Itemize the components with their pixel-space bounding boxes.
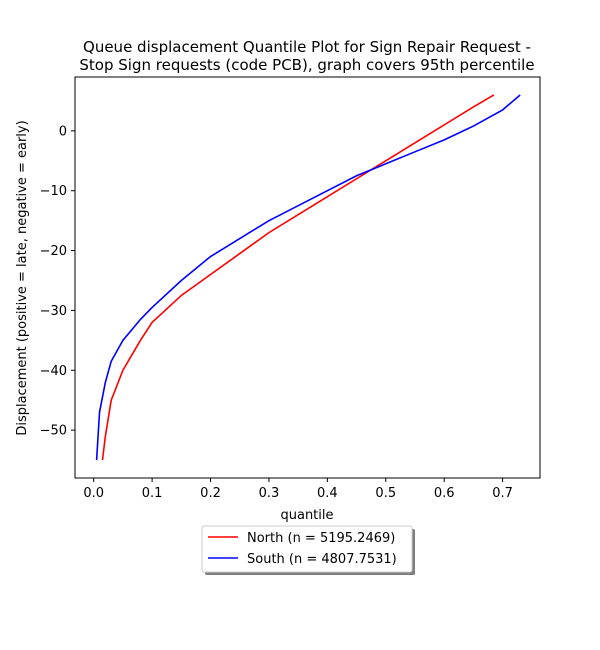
plot-area: 0.0 0.1 0.2 0.3 0.4 0.5 0.6 0.7 −50 −40 −30 −20 −10 0 [40,76,541,501]
axes-frame [74,76,541,479]
series-line-north [101,94,495,461]
x-tick-label: 0.4 [317,486,338,501]
y-tick-label: 0 [59,124,67,139]
x-tick-label: 0.6 [434,486,455,501]
x-tick-label: 0.0 [83,486,104,501]
x-tick-label: 0.1 [142,486,163,501]
x-tick-label: 0.2 [200,486,221,501]
y-tick-label: −40 [40,364,67,379]
legend-label-south: South (n = 4807.7531) [247,552,397,567]
y-tick-label: −30 [40,304,67,319]
y-tick-label: −10 [40,184,67,199]
legend: North (n = 5195.2469) South (n = 4807.75… [201,525,415,575]
legend-label-north: North (n = 5195.2469) [247,531,395,546]
x-tick-label: 0.3 [259,486,280,501]
chart-title-line2: Stop Sign requests (code PCB), graph cov… [79,56,534,74]
x-axis-label: quantile [280,508,333,523]
x-tick-label: 0.7 [492,486,513,501]
x-tick-label: 0.5 [375,486,396,501]
y-tick-label: −20 [40,244,67,259]
y-axis-label: Displacement (positive = late, negative … [15,120,30,435]
legend-box [201,525,413,573]
y-tick-label: −50 [40,424,67,439]
series-line-south [95,94,521,461]
chart-title-line1: Queue displacement Quantile Plot for Sig… [83,38,531,56]
